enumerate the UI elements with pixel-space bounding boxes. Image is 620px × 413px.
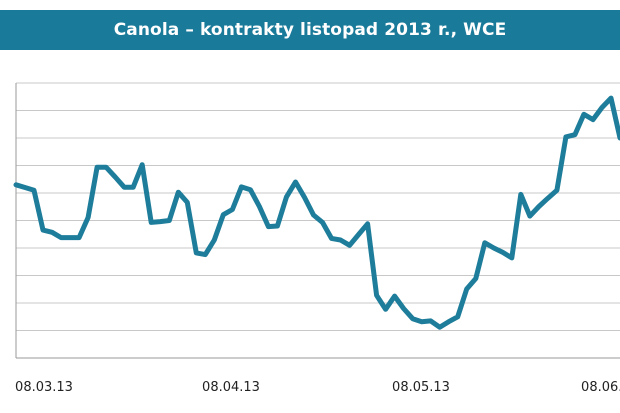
x-tick-label: 08.06.13 bbox=[581, 380, 620, 395]
x-tick-label: 08.03.13 bbox=[15, 380, 73, 395]
chart-title-bar: Canola – kontrakty listopad 2013 r., WCE bbox=[0, 10, 620, 50]
x-tick-labels: 08.03.13 08.04.13 08.05.13 08.06.13 bbox=[15, 380, 620, 395]
x-tick-label: 08.05.13 bbox=[392, 380, 450, 395]
series-layer bbox=[13, 95, 620, 330]
grid-lines bbox=[16, 82, 620, 331]
x-tick-label: 08.04.13 bbox=[202, 380, 260, 395]
axes bbox=[15, 83, 620, 359]
chart-title: Canola – kontrakty listopad 2013 r., WCE bbox=[113, 20, 507, 40]
series-line bbox=[13, 95, 620, 330]
